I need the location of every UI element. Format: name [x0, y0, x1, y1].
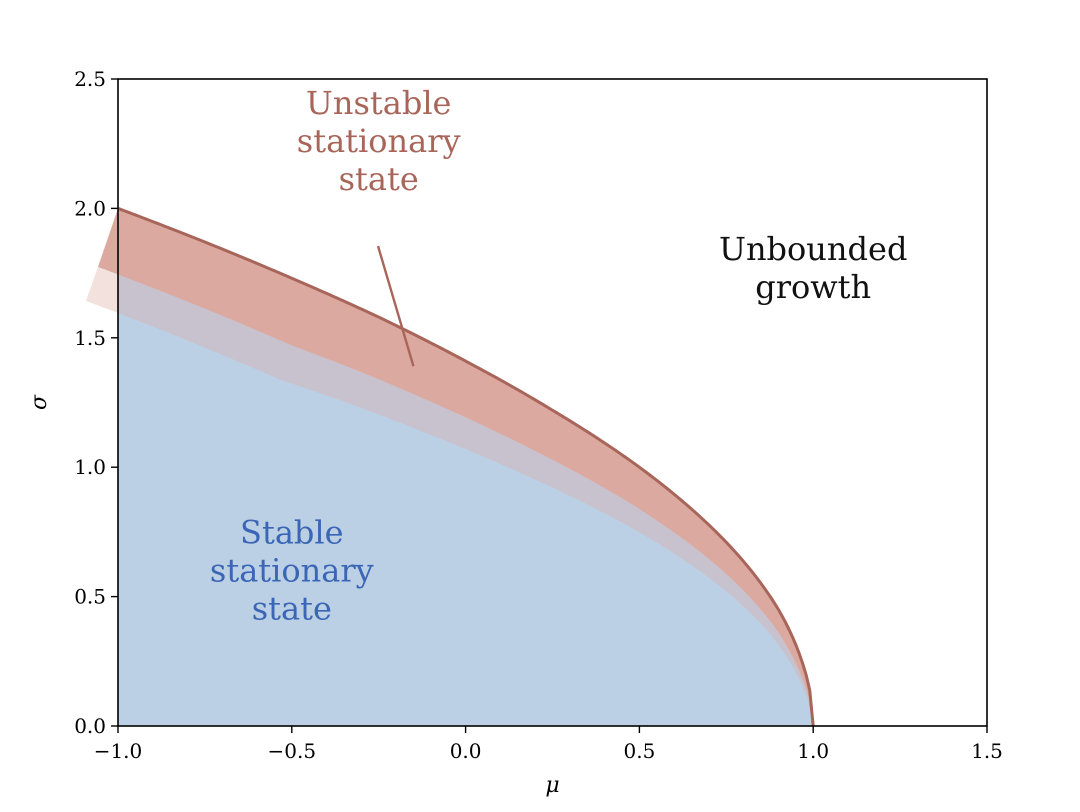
- boundary-curve: [117, 206, 815, 727]
- unstable-region: [98, 208, 814, 726]
- unstable-label-line: stationary: [297, 122, 461, 160]
- y-axis-label: σ: [27, 394, 52, 410]
- x-tick-label: 1.0: [797, 739, 829, 763]
- y-tick-label: 0.0: [74, 714, 106, 738]
- unstable-pointer-line: [376, 245, 415, 367]
- regions-layer: [86, 208, 814, 726]
- stable-label-line: state: [252, 590, 332, 628]
- x-tick-label: −0.5: [268, 739, 317, 763]
- y-tick-label: 1.0: [74, 455, 106, 479]
- unstable-label-line: state: [339, 160, 419, 198]
- stable-label-line: stationary: [210, 552, 374, 590]
- plot-frame: [117, 78, 988, 727]
- unstable-label-line: Unstable: [306, 84, 452, 122]
- y-tick-label: 2.0: [74, 196, 106, 220]
- y-tick-label: 1.5: [74, 326, 106, 350]
- y-tick-label: 0.5: [74, 585, 106, 609]
- unstable-fade: [86, 266, 814, 726]
- y-tick-label: 2.5: [74, 67, 106, 91]
- unbounded-label-line: Unbounded: [719, 230, 907, 268]
- annotations-layer: UnstablestationarystateUnboundedgrowthSt…: [210, 84, 908, 628]
- stable-label-line: Stable: [240, 514, 344, 552]
- x-axis-label: μ: [545, 773, 559, 798]
- x-tick-label: −1.0: [94, 739, 143, 763]
- x-tick-label: 0.0: [450, 739, 482, 763]
- unbounded-label-line: growth: [755, 268, 871, 306]
- boundary-layer: [117, 206, 815, 727]
- x-tick-label: 1.5: [971, 739, 1003, 763]
- ticks-layer: −1.0 −0.5 0.0 0.5 1.0 1.5 0.0 0.5 1.0 1.5 2.0 2.5: [74, 67, 1003, 763]
- x-tick-label: 0.5: [623, 739, 655, 763]
